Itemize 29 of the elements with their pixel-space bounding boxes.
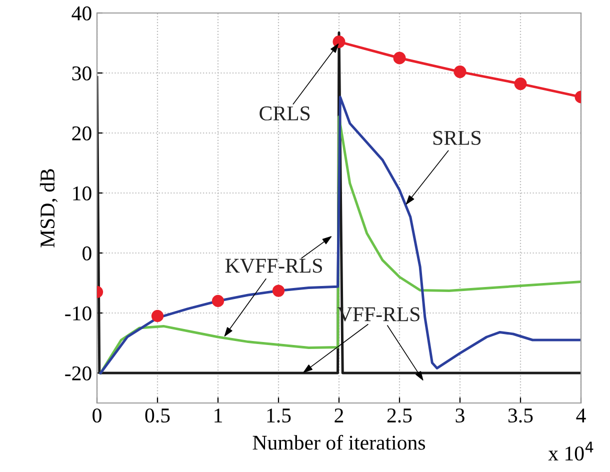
x-tick-label: 2 [334, 408, 344, 422]
x-tick-label: 1.5 [267, 408, 291, 423]
y-tick-label: -10 [65, 306, 92, 320]
x-tick-label: 4 [576, 408, 586, 422]
point [514, 78, 527, 90]
y-axis-title: MSD, dB [40, 169, 58, 248]
point [454, 66, 466, 78]
point [332, 36, 346, 48]
x-tick-label: 1 [214, 408, 222, 422]
point [212, 294, 224, 308]
x-tick-label: 0 [92, 408, 102, 423]
annotation: SRLS [433, 130, 481, 145]
point [272, 284, 285, 297]
y-tick-label: 30 [72, 66, 92, 80]
point [151, 310, 164, 322]
x-tick-label: 3.5 [508, 408, 533, 423]
annotation: KVFF-RLS [225, 258, 322, 273]
annotation: CRLS [260, 106, 310, 120]
y-tick-label: 0 [82, 246, 92, 260]
text: x 10$^{4}$ [548, 442, 594, 461]
y-tick-label: 20 [72, 126, 92, 140]
point [393, 52, 406, 64]
x-tick-label: 2.5 [387, 408, 412, 423]
y-tick-label: 10 [73, 186, 92, 200]
y-tick-label: 40 [72, 6, 92, 20]
x-tick-label: 0.5 [145, 408, 170, 423]
y-tick-label: -20 [65, 366, 92, 380]
x-axis-title: Number of iterations [252, 434, 426, 450]
x-tick-label: 3 [456, 408, 464, 423]
